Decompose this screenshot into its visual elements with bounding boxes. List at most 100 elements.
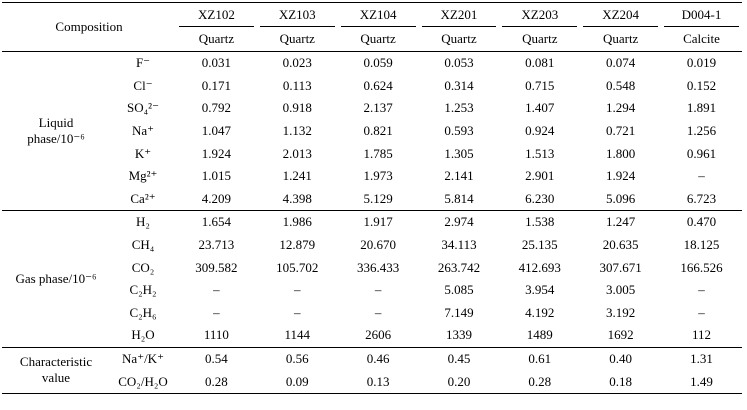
data-row: SO₄²⁻ 0.792 0.918 2.137 1.253 1.407 1.294 1.891 (2, 97, 742, 120)
data-row: Na⁺ 1.047 1.132 0.821 0.593 0.924 0.721 1.256 (2, 120, 742, 143)
value-cell: 1.253 (444, 100, 474, 116)
value-cell: 0.470 (661, 210, 742, 234)
value-cell: 18.125 (683, 237, 720, 253)
sample-name: XZ104 (340, 3, 416, 27)
value-cell: 1.241 (282, 168, 312, 184)
mineral-name: Calcite (683, 31, 720, 46)
value-cell: 0.023 (256, 50, 338, 75)
value-cell: 1339 (445, 327, 472, 343)
species: F⁻ (110, 50, 176, 75)
value-cell: – (294, 304, 301, 320)
value-cell: 20.635 (602, 237, 639, 253)
value-cell: 0.28 (499, 370, 581, 394)
value-cell: 1.513 (525, 145, 555, 161)
value-cell: 0.074 (580, 50, 662, 75)
value-cell: – (374, 282, 382, 298)
value-cell: 4.398 (282, 190, 312, 206)
sample-name: XZ204 (583, 3, 659, 27)
value-cell: 1.407 (525, 100, 555, 116)
value-cell: 0.624 (363, 77, 393, 93)
value-cell: 5.096 (606, 190, 636, 206)
species: Na⁺ (131, 123, 155, 139)
value-cell: – (213, 282, 220, 298)
value-cell: 1.49 (661, 370, 742, 394)
value-cell: 1.917 (337, 210, 419, 234)
value-cell: 1.891 (686, 100, 717, 116)
species: SO₄²⁻ (127, 100, 159, 116)
value-cell: 7.149 (444, 304, 474, 320)
species: K⁺ (134, 145, 152, 161)
value-cell: 2.141 (444, 168, 474, 184)
value-cell: 0.152 (686, 77, 717, 93)
value-cell: 0.961 (686, 145, 717, 161)
value-cell: 2606 (365, 327, 392, 343)
value-cell: – (698, 168, 705, 184)
group-label: Characteristic value (2, 346, 110, 394)
value-cell: 0.20 (418, 370, 500, 394)
value-cell: – (294, 282, 301, 298)
sample-name: XZ203 (502, 3, 578, 27)
value-cell: 0.821 (363, 123, 393, 139)
sample-cell: XZ103 (256, 2, 338, 27)
data-row: Cl⁻ 0.171 0.113 0.624 0.314 0.715 0.548 0.152 (2, 75, 742, 98)
species: H₂ (110, 210, 176, 234)
sample-cell: XZ203 (499, 2, 581, 27)
value-cell: 1.924 (606, 168, 636, 184)
value-cell: 307.671 (599, 259, 642, 275)
group-label-text: Gas phase/10⁻⁶ (15, 270, 97, 286)
mineral-name: Quartz (279, 31, 315, 46)
table-body: Composition XZ102 XZ103 XZ104 XZ201 XZ203 XZ20… (2, 2, 742, 394)
species: CO₂/H₂O (110, 370, 176, 394)
value-cell: – (698, 282, 705, 298)
value-cell: 1.294 (606, 100, 636, 116)
species: CO₂ (131, 259, 155, 275)
sample-name: XZ103 (259, 3, 335, 27)
value-cell: 5.814 (444, 190, 474, 206)
sample-cell: XZ201 (418, 2, 500, 27)
data-row: CO₂ 309.582 105.702 336.433 263.742 412.693 30… (2, 256, 742, 279)
value-cell: – (374, 304, 382, 320)
data-row: CO₂/H₂O 0.28 0.09 0.13 0.20 0.28 0.18 1.49 (2, 370, 742, 394)
sample-cell: XZ104 (337, 2, 419, 27)
value-cell: 1.785 (363, 145, 393, 161)
value-cell: 2.137 (363, 100, 393, 116)
sample-name: D004-1 (664, 3, 739, 27)
value-cell: 2.901 (525, 168, 555, 184)
value-cell: 23.713 (198, 237, 235, 253)
value-cell: 1144 (284, 327, 311, 343)
value-cell: 5.129 (363, 190, 393, 206)
data-table: Composition XZ102 XZ103 XZ104 XZ201 XZ203 XZ20… (2, 2, 742, 394)
group-label: Liquid phase/10⁻⁶ (2, 50, 110, 211)
data-row: Mg²⁺ 1.015 1.241 1.973 2.141 2.901 1.924 – (2, 165, 742, 188)
data-row: Liquid phase/10⁻⁶ F⁻ 0.031 0.023 0.059 0.053 0… (2, 50, 742, 211)
value-cell: 1.924 (201, 145, 232, 161)
value-cell: 0.924 (525, 123, 555, 139)
header-row: Composition XZ102 XZ103 XZ104 XZ201 XZ203 XZ20… (2, 2, 742, 52)
value-cell: 336.433 (356, 259, 400, 275)
data-row: C₂H₂ – – – 5.085 3.954 3.005 – (2, 279, 742, 302)
mineral-name: Quartz (198, 31, 235, 46)
value-cell: 20.670 (360, 237, 396, 253)
value-cell: 0.18 (580, 370, 662, 394)
value-cell: 2.013 (282, 145, 312, 161)
value-cell: 0.40 (580, 346, 662, 371)
value-cell: 1110 (203, 327, 229, 343)
value-cell: 0.593 (444, 123, 474, 139)
value-cell: 166.526 (680, 259, 723, 275)
value-cell: 5.085 (444, 282, 474, 298)
composition-header: Composition (2, 2, 176, 52)
species: C₂H₂ (129, 282, 157, 298)
value-cell: 1489 (526, 327, 553, 343)
sample-cell: XZ204 (580, 2, 662, 27)
value-cell: 6.723 (686, 190, 717, 206)
value-cell: 1.305 (444, 145, 474, 161)
value-cell: 0.059 (337, 50, 419, 75)
data-row: H₂O 1110 1144 2606 1339 1489 1692 112 (2, 324, 742, 347)
value-cell: – (698, 304, 705, 320)
species: CH₄ (131, 237, 155, 253)
value-cell: 0.13 (337, 370, 419, 394)
value-cell: 1.31 (661, 346, 742, 371)
value-cell: 3.954 (525, 282, 555, 298)
value-cell: 1.986 (256, 210, 338, 234)
value-cell: 105.702 (276, 259, 319, 275)
